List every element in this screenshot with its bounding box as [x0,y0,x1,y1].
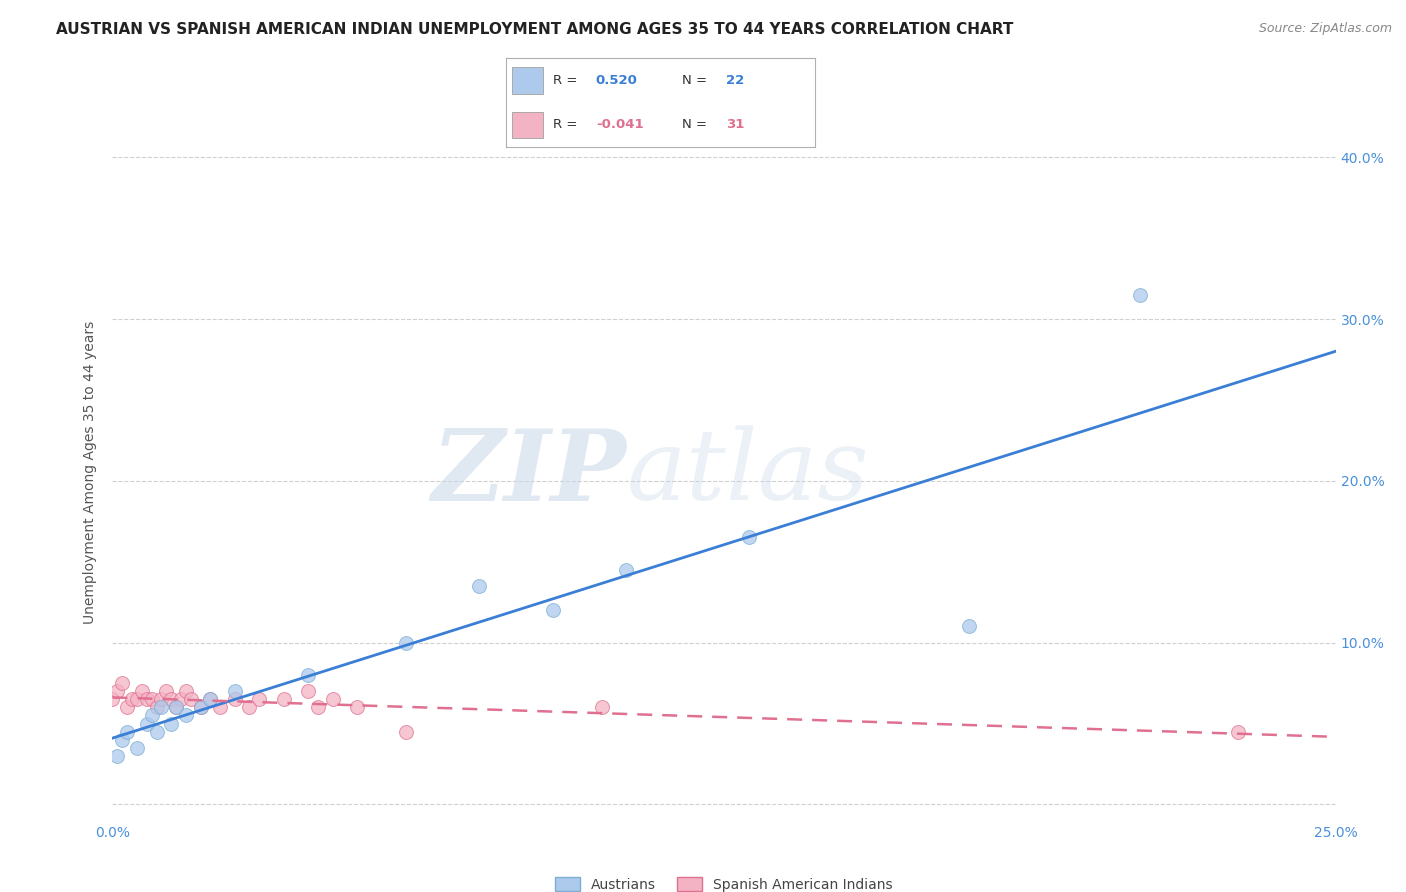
Point [180,692,202,706]
Point [141,692,163,706]
Point [1226,724,1249,739]
Point [125,740,148,755]
Point [224,684,246,698]
Point [115,700,138,714]
Point [150,692,173,706]
Point [297,684,319,698]
Point [614,563,637,577]
Point [591,700,613,714]
Point [297,668,319,682]
Point [200,692,222,706]
Point [160,692,183,706]
Point [150,700,173,714]
Point [468,579,491,593]
Bar [512,112,543,138]
Text: Source: ZipAtlas.com: Source: ZipAtlas.com [1258,22,1392,36]
Point [541,603,564,617]
Point [957,619,980,633]
Point [737,531,759,545]
Text: ZIP: ZIP [432,425,626,521]
Point [190,700,212,714]
Point [121,692,143,706]
Point [135,692,157,706]
Text: 31: 31 [725,119,744,131]
Y-axis label: Unemployment Among Ages 35 to 44 years: Unemployment Among Ages 35 to 44 years [83,321,97,624]
Text: -0.041: -0.041 [596,119,644,131]
Point [111,676,134,690]
Point [160,716,183,731]
Point [307,700,329,714]
Text: R =: R = [553,119,576,131]
Point [174,684,197,698]
Point [273,692,295,706]
Point [170,692,193,706]
Text: atlas: atlas [626,425,869,520]
Text: 0.520: 0.520 [596,74,638,87]
Point [125,692,148,706]
Point [141,708,163,723]
Point [247,692,270,706]
Text: R =: R = [553,74,576,87]
Point [131,684,153,698]
Point [135,716,157,731]
Text: AUSTRIAN VS SPANISH AMERICAN INDIAN UNEMPLOYMENT AMONG AGES 35 TO 44 YEARS CORRE: AUSTRIAN VS SPANISH AMERICAN INDIAN UNEM… [56,22,1014,37]
Point [165,700,187,714]
Text: 22: 22 [725,74,744,87]
Point [322,692,344,706]
Point [145,724,167,739]
Point [165,700,187,714]
Point [101,692,124,706]
Point [105,748,128,763]
Point [238,700,260,714]
Point [200,692,222,706]
Point [1129,287,1152,301]
Point [190,700,212,714]
Point [395,635,418,649]
Bar [512,67,543,94]
Legend: Austrians, Spanish American Indians: Austrians, Spanish American Indians [550,871,898,892]
Point [145,700,167,714]
Point [105,684,128,698]
Point [174,708,197,723]
Point [155,684,177,698]
Point [111,732,134,747]
Point [346,700,368,714]
Point [395,724,418,739]
Text: N =: N = [682,119,707,131]
Point [224,692,246,706]
Text: N =: N = [682,74,707,87]
Point [209,700,232,714]
Point [115,724,138,739]
